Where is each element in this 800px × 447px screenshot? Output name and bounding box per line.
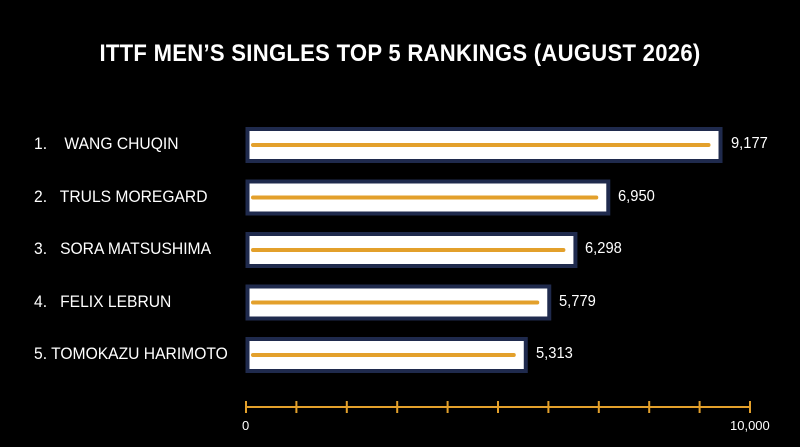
data-label: 5,779	[559, 292, 597, 310]
category-label: 2. TRULS MOREGARD	[34, 186, 208, 206]
category-label: 5. TOMOKAZU HARIMOTO	[34, 344, 228, 363]
x-tick-label: 10,000	[730, 418, 770, 433]
data-label: 6,950	[618, 187, 656, 205]
data-label: 9,177	[730, 135, 768, 152]
chart-title: ITTF MEN’S SINGLES TOP 5 RANKINGS (AUGUS…	[99, 40, 701, 67]
category-label: 1. WANG CHUQIN	[34, 134, 179, 153]
category-label: 4. FELIX LEBRUN	[34, 291, 172, 311]
category-label: 3. SORA MATSUSHIMA	[34, 239, 211, 258]
x-tick-label: 0	[242, 418, 250, 433]
data-label: 5,313	[535, 345, 573, 362]
data-label: 6,298	[585, 240, 623, 257]
